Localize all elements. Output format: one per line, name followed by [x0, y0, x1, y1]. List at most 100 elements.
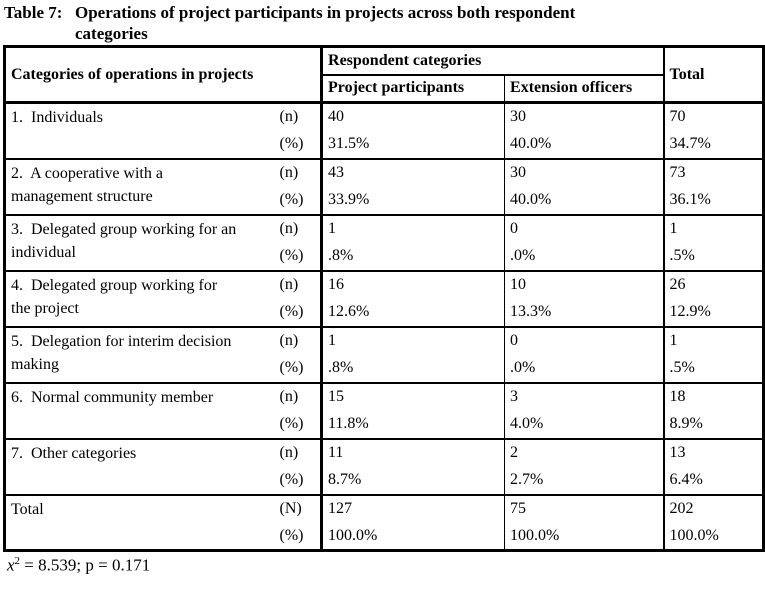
table-row-total-n: Total (N) 127 75 202 [4, 493, 764, 551]
table-row-cooperative-n: 2. A cooperative with a management struct… [4, 157, 764, 215]
count-cell: 30 [504, 157, 665, 187]
table-row-individuals-n: 1. Individuals (n) 40 30 70 [4, 101, 764, 159]
table-row-delegated-individual-pct: (%) .8% .0% .5% [5, 242, 764, 271]
percent-cell: 33.9% [321, 186, 506, 215]
header-project-participants: Project participants [321, 74, 506, 104]
pct-label: (%) [277, 130, 324, 159]
count-cell: 127 [321, 493, 506, 523]
percent-cell: 11.8% [321, 410, 506, 439]
pct-label: (%) [277, 298, 324, 327]
n-label: (N) [277, 493, 324, 523]
percent-cell: 100.0% [504, 522, 665, 551]
n-label: (n) [277, 213, 324, 243]
count-cell: 13 [663, 437, 764, 467]
count-cell: 10 [504, 269, 665, 299]
count-cell: 70 [663, 101, 764, 131]
percent-cell: 2.7% [504, 466, 665, 495]
percent-cell: 8.9% [669, 415, 703, 432]
chi-square-values: = 8.539; p = 0.171 [20, 555, 151, 575]
count-cell: 3 [504, 381, 665, 411]
percent-cell: .0% [504, 354, 665, 383]
header-row-2: Project participants Extension officers [5, 74, 764, 104]
table-row-delegated-project-n: 4. Delegated group working for the projec… [4, 269, 764, 327]
table-caption: Table 7: Operations of project participa… [0, 0, 765, 44]
count-cell: 73 [663, 157, 764, 187]
percent-cell: 40.0% [504, 130, 665, 159]
table-row-delegated-individual-n: 3. Delegated group working for an individ… [4, 213, 764, 271]
percent-cell: 13.3% [504, 298, 665, 327]
total-row-label: Total [4, 493, 278, 551]
count-cell: 202 [663, 493, 764, 523]
n-label: (n) [277, 381, 324, 411]
row-label: 4. Delegated group working for the projec… [4, 269, 278, 327]
header-categories: Categories of operations in projects [4, 46, 324, 104]
percent-cell: 34.7% [669, 135, 711, 152]
row-label: 6. Normal community member [4, 381, 278, 439]
n-label: (n) [277, 437, 324, 467]
count-cell: 11 [321, 437, 506, 467]
count-cell: 40 [321, 101, 506, 131]
percent-cell: 12.6% [321, 298, 506, 327]
count-cell: 30 [504, 101, 665, 131]
count-cell: 1 [321, 325, 506, 355]
count-cell: 16 [321, 269, 506, 299]
row-label: 2. A cooperative with a management struct… [4, 157, 278, 215]
header-respondent-categories: Respondent categories [321, 46, 665, 76]
percent-cell: .5% [669, 359, 695, 376]
count-cell: 26 [663, 269, 764, 299]
table-row-cooperative-pct: (%) 33.9% 40.0% 36.1% [5, 186, 764, 215]
header-extension-officers: Extension officers [504, 74, 665, 104]
pct-label: (%) [277, 186, 324, 215]
caption-line-1: Operations of project participants in pr… [75, 3, 576, 22]
pct-label: (%) [277, 466, 324, 495]
percent-cell: 8.7% [321, 466, 506, 495]
percent-cell: .8% [321, 242, 506, 271]
count-cell: 0 [504, 325, 665, 355]
percent-cell: 36.1% [669, 191, 711, 208]
row-label: 5. Delegation for interim decision making [4, 325, 278, 383]
table-row-other-categories-n: 7. Other categories (n) 11 2 13 [4, 437, 764, 495]
table-caption-text: Operations of project participants in pr… [75, 2, 575, 44]
pct-label: (%) [277, 410, 324, 439]
table-row-total-pct: (%) 100.0% 100.0% 100.0% [5, 522, 764, 551]
row-label: 1. Individuals [4, 101, 278, 159]
count-cell: 1 [663, 213, 764, 243]
count-cell: 2 [504, 437, 665, 467]
table-row-delegation-interim-pct: (%) .8% .0% .5% [5, 354, 764, 383]
count-cell: 18 [663, 381, 764, 411]
percent-cell: 100.0% [321, 522, 506, 551]
count-cell: 43 [321, 157, 506, 187]
table-row-other-categories-pct: (%) 8.7% 2.7% 6.4% [5, 466, 764, 495]
chi-square-note: x2 = 8.539; p = 0.171 [7, 555, 765, 576]
table-row-delegated-project-pct: (%) 12.6% 13.3% 12.9% [5, 298, 764, 327]
chi-symbol: x [7, 555, 15, 575]
pct-label: (%) [277, 522, 324, 551]
n-label: (n) [277, 325, 324, 355]
row-label: 3. Delegated group working for an individ… [4, 213, 278, 271]
header-row-1: Categories of operations in projects Res… [4, 46, 764, 104]
caption-line-2: categories [75, 24, 148, 43]
count-cell: 1 [321, 213, 506, 243]
table-row-community-member-n: 6. Normal community member (n) 15 3 18 [4, 381, 764, 439]
percent-cell: 4.0% [504, 410, 665, 439]
count-cell: 75 [504, 493, 665, 523]
table-row-community-member-pct: (%) 11.8% 4.0% 8.9% [5, 410, 764, 439]
percent-cell: .5% [669, 247, 695, 264]
chi-exponent: 2 [14, 555, 21, 567]
percent-cell: .8% [321, 354, 506, 383]
percent-cell: 12.9% [669, 303, 711, 320]
n-label: (n) [277, 157, 324, 187]
count-cell: 1 [663, 325, 764, 355]
n-label: (n) [277, 269, 324, 299]
count-cell: 0 [504, 213, 665, 243]
percent-cell: 40.0% [504, 186, 665, 215]
table-row-individuals-pct: (%) 31.5% 40.0% 34.7% [5, 130, 764, 159]
percent-cell: 6.4% [669, 471, 703, 488]
pct-label: (%) [277, 242, 324, 271]
percent-cell: 100.0% [669, 526, 719, 544]
header-total: Total [663, 46, 764, 104]
pct-label: (%) [277, 354, 324, 383]
percent-cell: .0% [504, 242, 665, 271]
data-table: Categories of operations in projects Res… [3, 45, 765, 552]
